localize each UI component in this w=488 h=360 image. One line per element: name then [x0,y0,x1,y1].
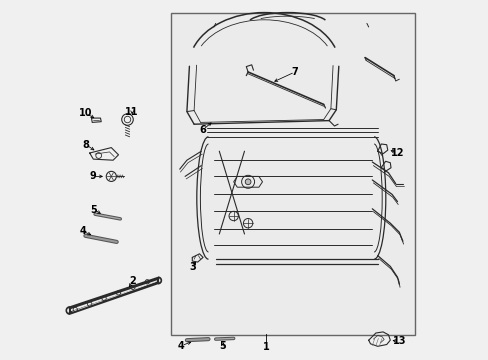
Text: 4: 4 [79,226,86,236]
Text: 13: 13 [392,336,405,346]
Text: 9: 9 [89,171,96,181]
Text: 8: 8 [82,140,89,150]
Text: 12: 12 [390,148,404,158]
Bar [170,13,415,335]
Text: 2: 2 [129,276,136,286]
Text: 3: 3 [188,262,195,272]
Text: 4: 4 [178,341,184,351]
Text: 6: 6 [199,125,206,135]
Circle shape [244,179,250,185]
Text: 11: 11 [125,107,139,117]
Text: 10: 10 [79,108,93,118]
Text: 1: 1 [262,342,269,352]
Text: 5: 5 [90,204,97,215]
Text: 7: 7 [291,67,298,77]
Text: 5: 5 [219,341,226,351]
